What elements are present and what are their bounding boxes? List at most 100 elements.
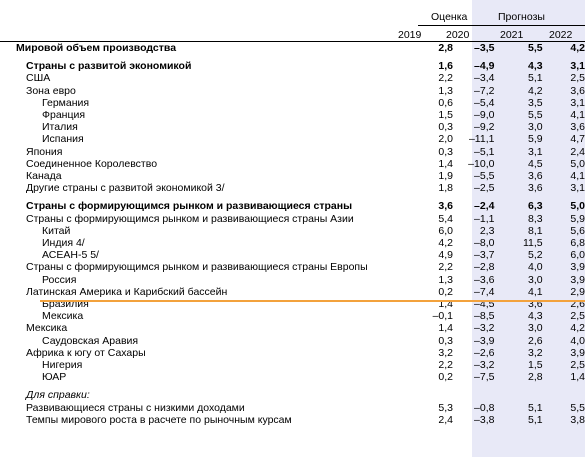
row-label: Канада [26,170,62,183]
value-2020: –3,2 [474,322,495,335]
row-label: Темпы мирового роста в расчете по рыночн… [26,413,292,426]
value-2019: 1,9 [438,170,454,183]
row-label: АСЕАН-5 5/ [42,249,99,262]
table-row: Испания 2,0 –11,1 5,9 4,7 [0,133,585,145]
value-2022: 5,9 [570,212,585,225]
value-2021 [494,389,542,401]
growth-table: Мировой объем производства 2,8 –3,5 5,5 4,2 С… [0,42,585,426]
value-2019: 1,4 [438,322,454,335]
value-2022: 6,0 [570,249,585,262]
value-2021: 11,5 [522,237,543,250]
value-2019: 6,0 [438,224,454,237]
value-2020 [453,389,494,401]
value-2021: 6,3 [528,200,543,213]
value-2022: 2,4 [570,145,585,158]
value-2019: 3,2 [438,346,454,359]
row-label: США [26,72,51,85]
value-2022: 5,0 [570,200,585,213]
table-row: Для справки: [0,389,585,401]
table-row: АСЕАН-5 5/4,9 –3,7 5,2 6,0 [0,249,585,261]
value-2020: –7,4 [474,285,495,298]
value-2020: –3,2 [474,359,495,372]
table-row: Развивающиеся страны с низкими доходами 5… [0,402,585,414]
table-row: Африка к югу от Сахары 3,2 –2,6 3,2 3,9 [0,347,585,359]
table-row: Страны с формирующимся рынком и развиваю… [0,261,585,273]
value-2020: –3,6 [474,273,495,286]
value-2019: 0,6 [438,96,454,109]
row-label: Развивающиеся страны с низкими доходами [26,401,245,414]
value-2019: 2,2 [438,359,454,372]
table-row: Россия 1,3 –3,6 3,0 3,9 [0,274,585,286]
table-row: Нигерия 2,2 –3,2 1,5 2,5 [0,359,585,371]
value-2020: –2,5 [474,182,495,195]
value-2019: 0,2 [438,285,454,298]
value-2019: 3,6 [438,200,454,213]
row-label: Мексика [26,322,68,335]
value-2020: –9,2 [474,121,495,134]
table-row: Япония 0,3 –5,1 3,1 2,4 [0,146,585,158]
value-2020: –4,9 [474,60,495,73]
table-row: Страны с формирующимся рынком и развиваю… [0,200,585,212]
row-label: Франция [42,109,86,122]
value-2022: 3,9 [570,273,585,286]
value-2019 [418,389,453,401]
value-2022: 2,5 [570,359,585,372]
value-2020: –0,8 [474,401,495,414]
value-2019: 1,6 [438,60,454,73]
row-label: Россия [42,273,77,286]
value-2019: 2,8 [438,42,454,54]
value-2022: 4,7 [570,133,585,146]
value-2019: 1,5 [438,109,454,122]
value-2020: –11,1 [468,133,495,146]
value-2022: 1,4 [570,371,585,384]
row-label: Соединенное Королевство [26,157,158,170]
value-2021: 4,0 [528,261,543,274]
table-row: Страны с формирующимся рынком и развиваю… [0,213,585,225]
table-row: Зона евро 1,3 –7,2 4,2 3,6 [0,85,585,97]
value-2021: 5,2 [528,249,543,262]
value-2020: –2,6 [474,346,495,359]
row-label: Африка к югу от Сахары [26,346,146,359]
row-label: Япония [26,145,63,158]
estimate-underline [418,25,472,26]
row-label: Мексика [42,310,84,323]
value-2020: –5,4 [474,96,495,109]
value-2022: 5,5 [570,401,585,414]
table-row: Китай 6,0 2,3 8,1 5,6 [0,225,585,237]
value-2020: –5,1 [474,145,495,158]
value-2019: 1,3 [438,273,454,286]
value-2020: –9,0 [474,109,495,122]
value-2021: 3,2 [528,346,543,359]
row-label: Германия [42,96,90,109]
value-2022: 3,1 [570,182,585,195]
value-2020: –8,0 [474,237,495,250]
value-2021: 5,9 [528,133,543,146]
table-row: Франция 1,5 –9,0 5,5 4,1 [0,109,585,121]
value-2021: 2,8 [528,371,543,384]
growth-table-body: Мировой объем производства 2,8 –3,5 5,5 4,2 С… [0,42,585,426]
value-2019: 0,2 [438,371,454,384]
value-2020: –3,7 [474,249,495,262]
value-2021: 3,0 [528,322,543,335]
value-2019: 0,3 [438,121,454,134]
value-2021: 3,5 [528,96,543,109]
value-2019: 2,0 [438,133,454,146]
value-2021: 2,6 [528,334,543,347]
year-2019-header: 2019 [398,29,422,41]
table-row: Канада 1,9 –5,5 3,6 4,1 [0,170,585,182]
row-label: ЮАР [42,371,67,384]
table-row: Другие страны с развитой экономикой 3/1,… [0,182,585,194]
value-2021: 3,0 [528,121,543,134]
value-2021: 5,5 [528,42,543,54]
value-2019: 2,4 [438,413,454,426]
table-row: Мексика –0,1 –8,5 4,3 2,5 [0,310,585,322]
value-2021: 4,1 [528,285,543,298]
header-rule [0,41,585,42]
value-2020: –1,1 [474,212,495,225]
row-label: Страны с развитой экономикой [26,60,192,73]
value-2021: 3,6 [528,170,543,183]
value-2022: 3,9 [570,261,585,274]
row-label: Нигерия [42,359,83,372]
value-2021: 4,3 [528,310,543,323]
year-2020-header: 2020 [446,29,470,41]
